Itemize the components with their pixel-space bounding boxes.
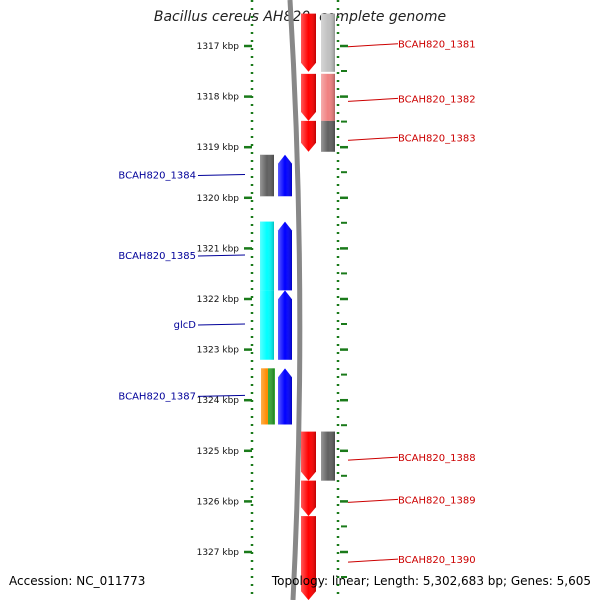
forward-gene-arrow-shade: [301, 120, 316, 152]
forward-gene-label[interactable]: BCAH820_1381: [398, 40, 476, 51]
label-layer: BCAH820_1381 BCAH820_1382 BCAH820_1383 BCAH…: [118, 40, 475, 566]
reverse-feature-bar-shade: [260, 290, 274, 360]
forward-gene-arrow-shade: [301, 431, 316, 481]
reverse-gene-leader-line: [197, 174, 246, 177]
reverse-gene-leader-line: [197, 254, 246, 257]
forward-gene-arrow-shade: [301, 73, 316, 121]
tick-label: 1317 kbp: [197, 42, 240, 52]
reverse-gene-arrow-shade: [278, 290, 292, 360]
forward-gene-arrow-shade: [301, 13, 316, 72]
reverse-gene-leader-line: [197, 394, 246, 397]
forward-gene-leader-line: [347, 498, 399, 503]
tick-layer: 1317 kbp 1318 kbp 1319 kbp 1320 kbp 1321 kbp…: [197, 42, 348, 578]
sequence-backbone: [287, 0, 303, 600]
tick-label: 1319 kbp: [197, 143, 240, 153]
tick-label: 1327 kbp: [197, 548, 240, 558]
tick-label: 1320 kbp: [197, 194, 240, 204]
genome-summary-text: Topology: linear; Length: 5,302,683 bp; …: [271, 574, 591, 588]
reverse-gene-label[interactable]: BCAH820_1384: [118, 171, 196, 182]
tick-label: 1326 kbp: [197, 497, 240, 507]
reverse-gene-arrow-shade: [278, 368, 292, 425]
reverse-feature-bar-shade: [260, 221, 274, 291]
reverse-gene-label[interactable]: BCAH820_1387: [118, 391, 196, 402]
forward-gene-label[interactable]: BCAH820_1383: [398, 133, 476, 144]
forward-gene-label[interactable]: BCAH820_1382: [398, 94, 476, 105]
feature-layer: [260, 13, 335, 481]
forward-gene-leader-line: [347, 97, 399, 102]
forward-gene-leader-line: [347, 43, 399, 48]
forward-feature-bar-shade: [321, 13, 335, 72]
reverse-feature-bar-shade: [260, 154, 274, 197]
tick-label: 1324 kbp: [197, 396, 240, 406]
tick-label: 1325 kbp: [197, 447, 240, 457]
forward-gene-label[interactable]: BCAH820_1388: [398, 453, 476, 464]
reverse-gene-arrow-shade: [278, 154, 292, 197]
forward-gene-leader-line: [347, 558, 399, 563]
reverse-feature-bar-shade: [260, 368, 274, 425]
forward-gene-leader-line: [347, 456, 399, 461]
forward-feature-bar-shade: [321, 73, 335, 121]
forward-gene-label[interactable]: BCAH820_1390: [398, 555, 476, 566]
tick-label: 1318 kbp: [197, 93, 240, 103]
reverse-gene-arrow-shade: [278, 221, 292, 291]
accession-text: Accession: NC_011773: [9, 574, 146, 588]
forward-feature-bar-shade: [321, 431, 335, 481]
reverse-gene-label[interactable]: BCAH820_1385: [118, 251, 196, 262]
forward-feature-bar-shade: [321, 120, 335, 152]
reverse-gene-leader-line: [197, 323, 246, 326]
tick-label: 1322 kbp: [197, 295, 240, 305]
gene-layer: [278, 13, 316, 600]
forward-gene-arrow-shade: [301, 516, 316, 600]
forward-gene-leader-line: [347, 136, 399, 141]
forward-gene-arrow-shade: [301, 480, 316, 517]
forward-gene-label[interactable]: BCAH820_1389: [398, 495, 476, 506]
tick-label: 1321 kbp: [197, 244, 240, 254]
map-title: Bacillus cereus AH820, complete genome: [153, 9, 447, 25]
tick-label: 1323 kbp: [197, 346, 240, 356]
reverse-gene-label[interactable]: glcD: [174, 320, 197, 331]
